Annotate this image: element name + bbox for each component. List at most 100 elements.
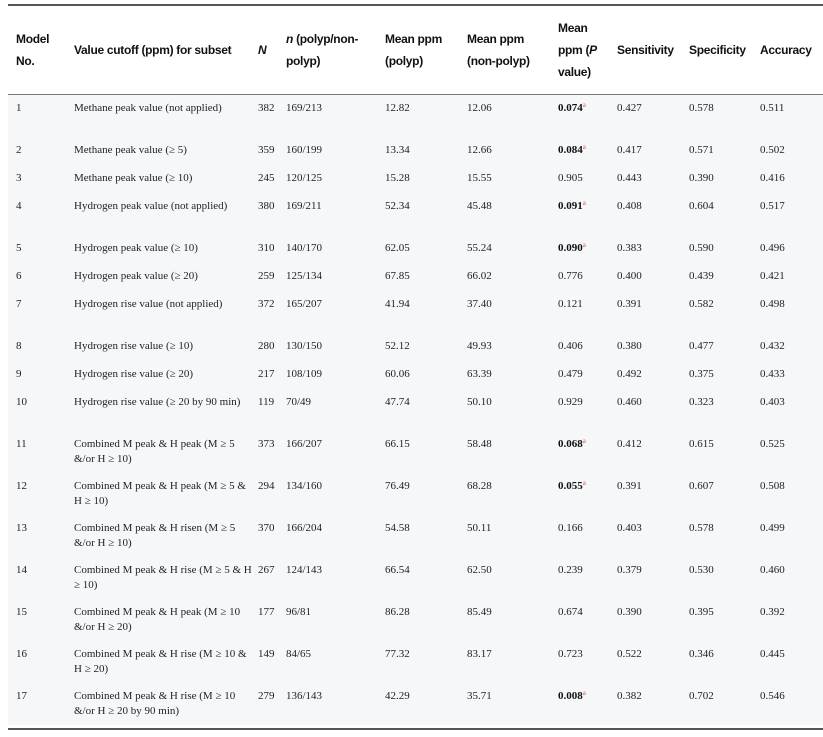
cell-specificity: 0.395 (687, 599, 758, 641)
table-row: 16 Combined M peak & H rise (M ≥ 10 & H ≥… (8, 641, 823, 683)
cell-total-n: 119 (256, 389, 284, 431)
table-row: 8 Hydrogen rise value (≥ 10) 280 130/150 52.… (8, 333, 823, 361)
cell-mean-polyp: 41.94 (383, 291, 465, 333)
cell-total-n: 280 (256, 333, 284, 361)
cell-polyp-split: 125/134 (284, 263, 383, 291)
cell-accuracy: 0.416 (758, 165, 823, 193)
cell-accuracy: 0.511 (758, 94, 823, 137)
cell-model-no: 6 (8, 263, 72, 291)
cell-mean-nonpolyp: 37.40 (465, 291, 556, 333)
cell-mean-polyp: 67.85 (383, 263, 465, 291)
cell-model-no: 12 (8, 473, 72, 515)
cell-cutoff: Combined M peak & H peak (M ≥ 5 & H ≥ 10… (72, 473, 256, 515)
cell-cutoff: Methane peak value (≥ 10) (72, 165, 256, 193)
cell-sensitivity: 0.391 (615, 473, 687, 515)
cell-sensitivity: 0.427 (615, 94, 687, 137)
header-p-italic: P (589, 43, 597, 57)
p-value-text: 0.074 (558, 102, 583, 114)
cell-mean-polyp: 54.58 (383, 515, 465, 557)
cell-p-value: 0.674 (556, 599, 615, 641)
cell-model-no: 17 (8, 683, 72, 725)
cell-model-no: 5 (8, 235, 72, 263)
cell-cutoff: Hydrogen rise value (≥ 20 by 90 min) (72, 389, 256, 431)
table-row: 11 Combined M peak & H peak (M ≥ 5 &/or H… (8, 431, 823, 473)
cell-specificity: 0.323 (687, 389, 758, 431)
cell-polyp-split: 140/170 (284, 235, 383, 263)
cell-mean-nonpolyp: 66.02 (465, 263, 556, 291)
cell-total-n: 294 (256, 473, 284, 515)
cell-mean-nonpolyp: 50.10 (465, 389, 556, 431)
cell-polyp-split: 136/143 (284, 683, 383, 725)
p-value-text: 0.406 (558, 340, 583, 352)
cell-p-value: 0.008a (556, 683, 615, 725)
cell-sensitivity: 0.391 (615, 291, 687, 333)
cell-total-n: 372 (256, 291, 284, 333)
table-row: 1 Methane peak value (not applied) 382 169/… (8, 94, 823, 137)
cell-polyp-split: 84/65 (284, 641, 383, 683)
cell-p-value: 0.723 (556, 641, 615, 683)
cell-specificity: 0.582 (687, 291, 758, 333)
cell-model-no: 2 (8, 137, 72, 165)
header-cutoff: Value cutoff (ppm) for subset (72, 6, 256, 95)
cell-sensitivity: 0.460 (615, 389, 687, 431)
significance-mark: a (582, 479, 586, 487)
cell-cutoff: Hydrogen peak value (≥ 20) (72, 263, 256, 291)
cell-p-value: 0.091a (556, 193, 615, 235)
significance-mark: a (582, 101, 586, 109)
cell-p-value: 0.166 (556, 515, 615, 557)
cell-accuracy: 0.421 (758, 263, 823, 291)
significance-mark: a (582, 199, 586, 207)
cell-accuracy: 0.517 (758, 193, 823, 235)
p-value-text: 0.929 (558, 396, 583, 408)
cell-sensitivity: 0.412 (615, 431, 687, 473)
cell-specificity: 0.578 (687, 515, 758, 557)
cell-model-no: 4 (8, 193, 72, 235)
cell-specificity: 0.702 (687, 683, 758, 725)
cell-polyp-split: 165/207 (284, 291, 383, 333)
cell-mean-nonpolyp: 12.66 (465, 137, 556, 165)
p-value-text: 0.166 (558, 522, 583, 534)
cell-p-value: 0.929 (556, 389, 615, 431)
cell-model-no: 14 (8, 557, 72, 599)
cell-cutoff: Combined M peak & H rise (M ≥ 10 &/or H … (72, 683, 256, 725)
cell-specificity: 0.604 (687, 193, 758, 235)
cell-specificity: 0.346 (687, 641, 758, 683)
cell-polyp-split: 169/213 (284, 94, 383, 137)
cell-sensitivity: 0.403 (615, 515, 687, 557)
table-top-rule (8, 4, 823, 6)
cell-mean-polyp: 62.05 (383, 235, 465, 263)
cell-polyp-split: 166/207 (284, 431, 383, 473)
cell-cutoff: Hydrogen peak value (not applied) (72, 193, 256, 235)
cell-total-n: 373 (256, 431, 284, 473)
p-value-text: 0.723 (558, 648, 583, 660)
cell-specificity: 0.590 (687, 235, 758, 263)
cell-sensitivity: 0.400 (615, 263, 687, 291)
cell-cutoff: Combined M peak & H risen (M ≥ 5 &/or H … (72, 515, 256, 557)
cell-p-value: 0.068a (556, 431, 615, 473)
cell-mean-nonpolyp: 12.06 (465, 94, 556, 137)
cell-mean-polyp: 77.32 (383, 641, 465, 683)
cell-cutoff: Combined M peak & H peak (M ≥ 10 &/or H … (72, 599, 256, 641)
cell-accuracy: 0.432 (758, 333, 823, 361)
cell-mean-polyp: 42.29 (383, 683, 465, 725)
p-value-text: 0.084 (558, 144, 583, 156)
significance-mark: a (582, 241, 586, 249)
cell-accuracy: 0.496 (758, 235, 823, 263)
header-mean-polyp: Mean ppm (polyp) (383, 6, 465, 95)
cell-mean-polyp: 60.06 (383, 361, 465, 389)
p-value-text: 0.008 (558, 690, 583, 702)
table-row: 4 Hydrogen peak value (not applied) 380 169… (8, 193, 823, 235)
cell-cutoff: Methane peak value (≥ 5) (72, 137, 256, 165)
cell-accuracy: 0.460 (758, 557, 823, 599)
header-n-italic: n (286, 32, 294, 46)
cell-model-no: 7 (8, 291, 72, 333)
cell-mean-nonpolyp: 83.17 (465, 641, 556, 683)
cell-model-no: 13 (8, 515, 72, 557)
p-value-text: 0.239 (558, 564, 583, 576)
cell-specificity: 0.477 (687, 333, 758, 361)
cell-total-n: 380 (256, 193, 284, 235)
cell-mean-polyp: 52.12 (383, 333, 465, 361)
cell-accuracy: 0.525 (758, 431, 823, 473)
cell-sensitivity: 0.492 (615, 361, 687, 389)
cell-model-no: 8 (8, 333, 72, 361)
